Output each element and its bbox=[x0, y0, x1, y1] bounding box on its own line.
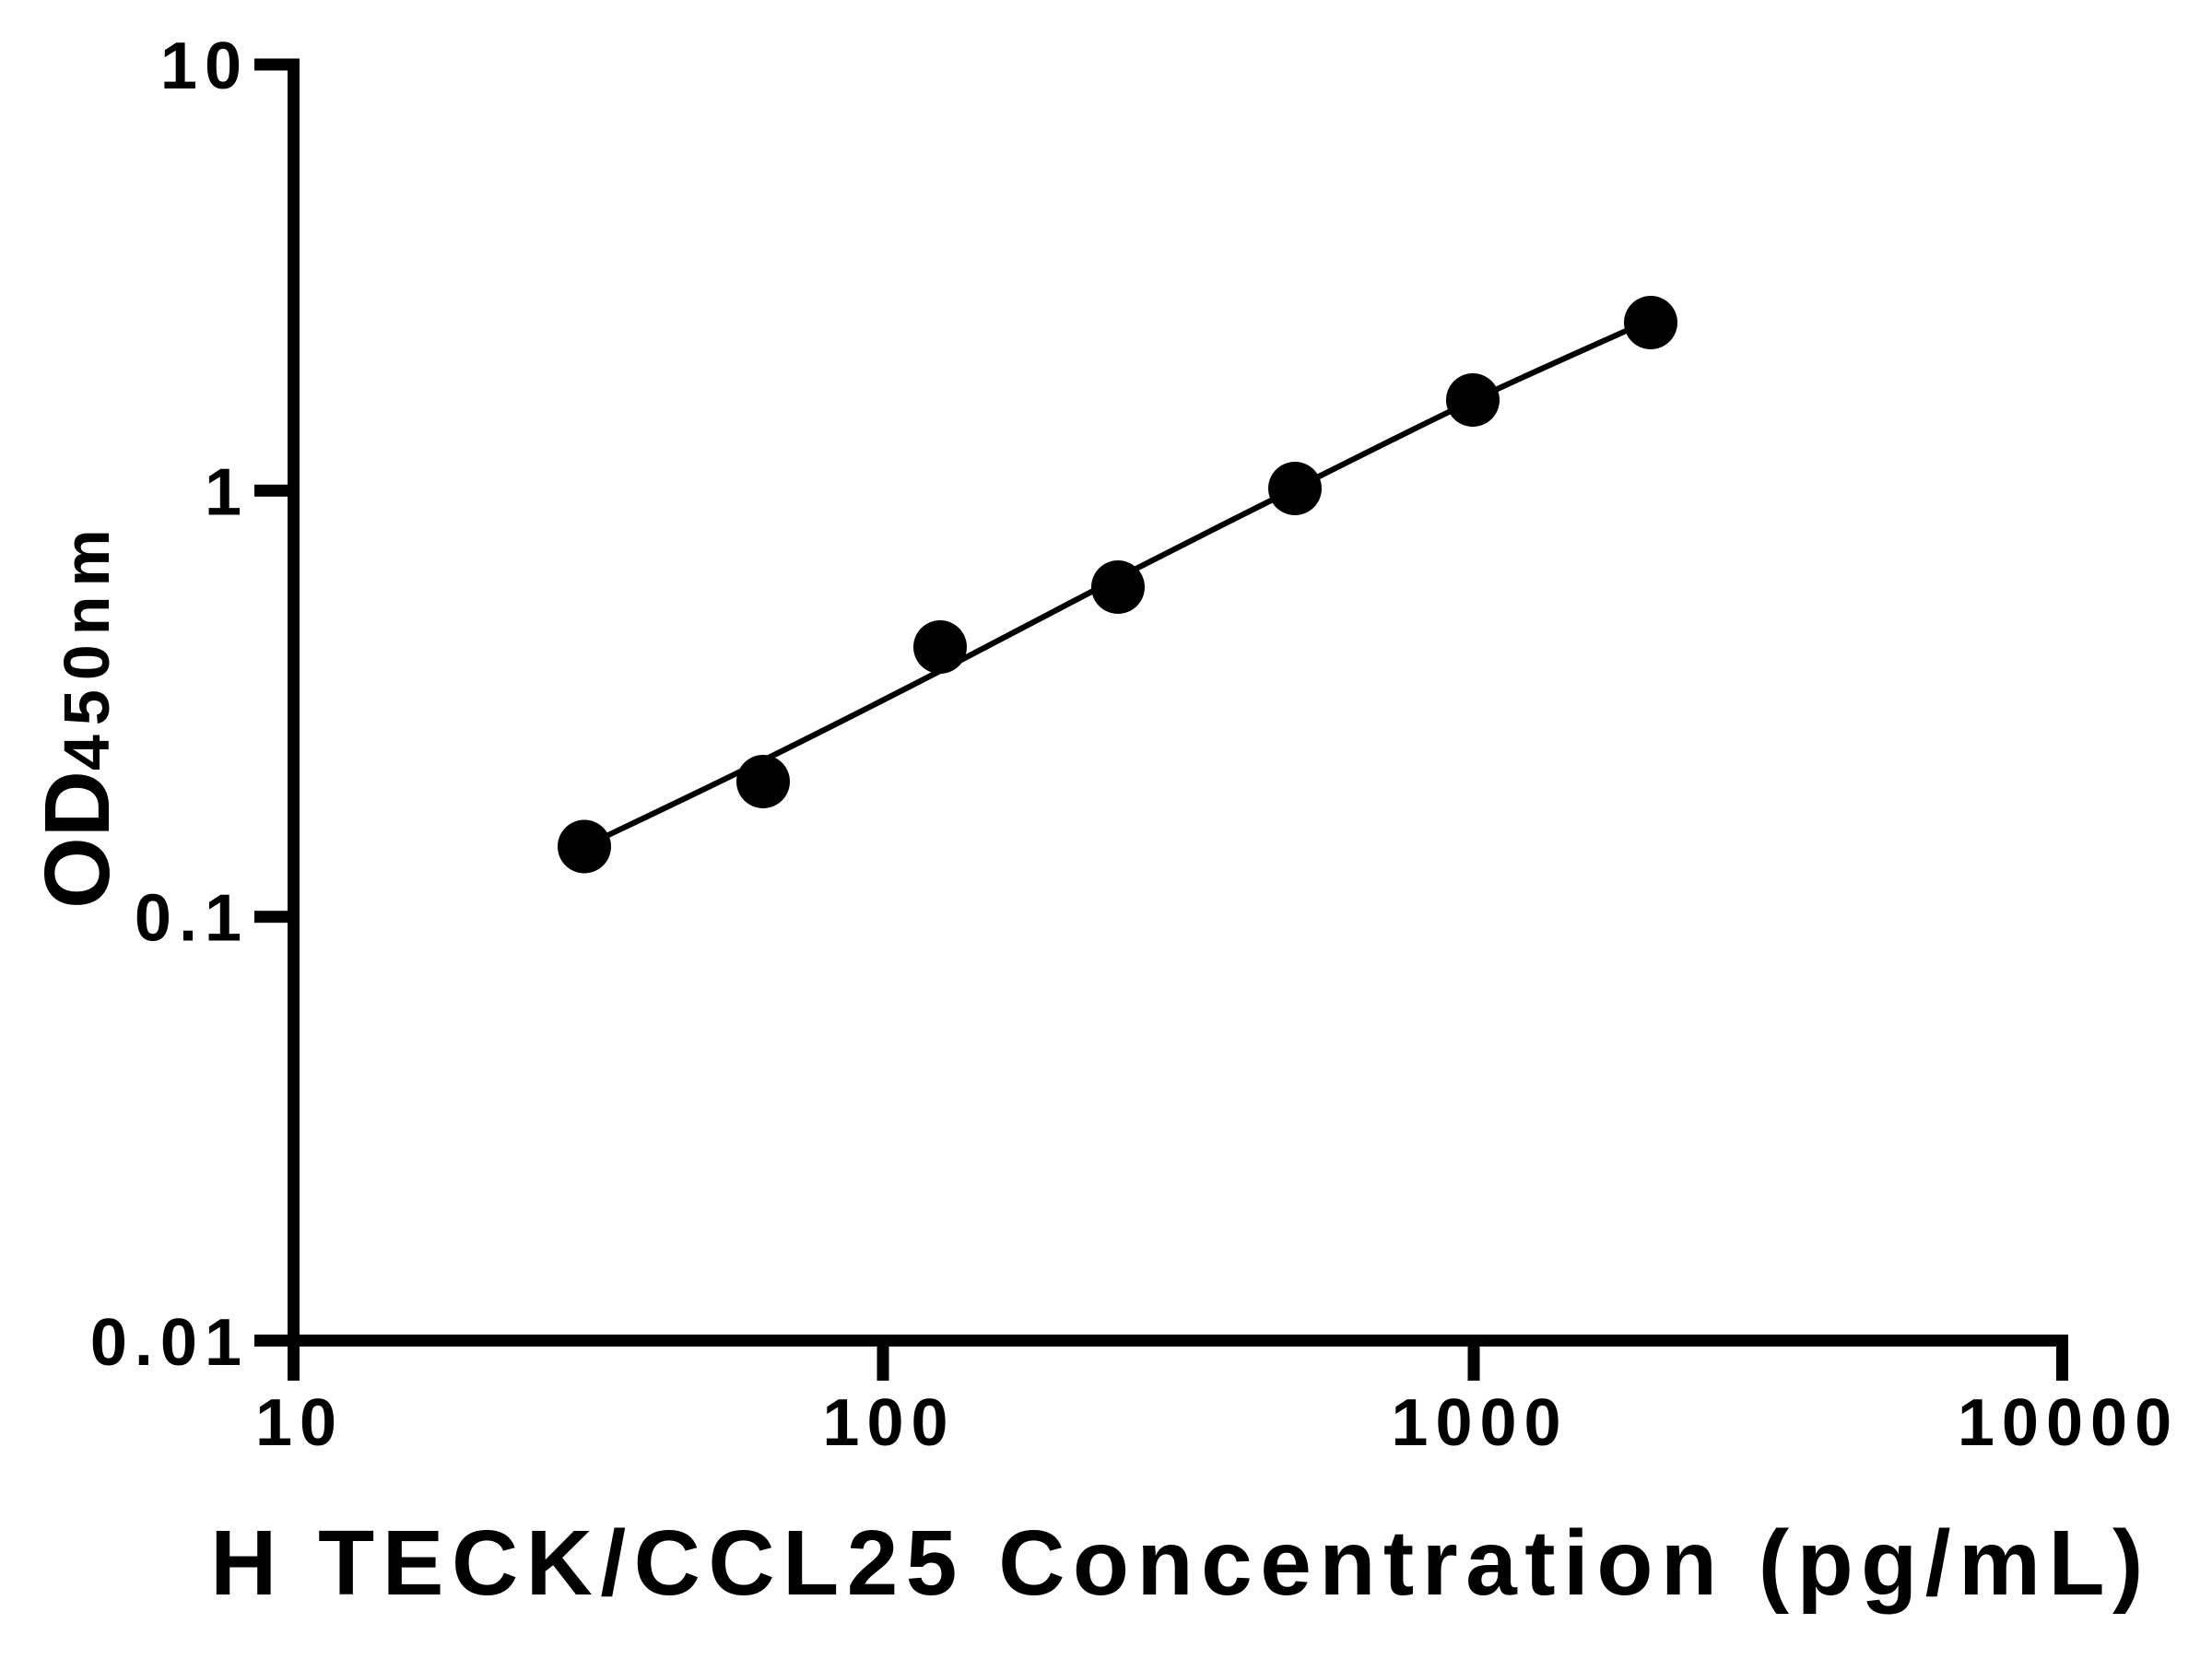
svg-text:100: 100 bbox=[822, 1386, 955, 1460]
svg-text:0.1: 0.1 bbox=[135, 882, 249, 956]
svg-text:10: 10 bbox=[255, 1386, 344, 1460]
svg-text:H TECK/CCL25 Concentration (pg: H TECK/CCL25 Concentration (pg/mL) bbox=[210, 1512, 2151, 1615]
svg-text:0.01: 0.01 bbox=[90, 1306, 249, 1380]
svg-text:10000: 10000 bbox=[1958, 1386, 2179, 1460]
svg-text:1: 1 bbox=[205, 455, 249, 529]
svg-text:10: 10 bbox=[160, 29, 249, 103]
svg-text:1000: 1000 bbox=[1391, 1386, 1568, 1460]
